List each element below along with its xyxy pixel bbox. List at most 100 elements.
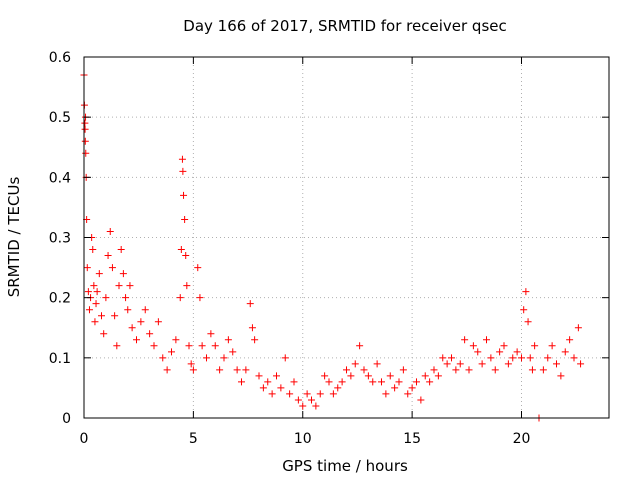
data-point xyxy=(478,360,486,368)
data-point xyxy=(106,227,114,235)
data-point xyxy=(347,372,355,380)
y-tick-label: 0.4 xyxy=(49,170,71,186)
data-point xyxy=(91,318,99,326)
data-point xyxy=(102,294,110,302)
data-point xyxy=(198,342,206,350)
data-point xyxy=(229,348,237,356)
data-point xyxy=(421,372,429,380)
data-point xyxy=(531,342,539,350)
data-point xyxy=(124,306,132,314)
data-point xyxy=(104,252,112,260)
data-point xyxy=(273,372,280,380)
data-point xyxy=(290,378,298,386)
data-point xyxy=(518,354,525,362)
data-point xyxy=(528,366,536,374)
data-point xyxy=(395,378,403,386)
data-point xyxy=(474,348,482,356)
data-point xyxy=(90,282,98,290)
data-point xyxy=(119,270,127,278)
y-tick-label: 0 xyxy=(62,411,71,427)
data-point xyxy=(469,342,477,350)
y-tick-label: 0.5 xyxy=(49,110,71,126)
data-point xyxy=(329,390,337,398)
data-point xyxy=(334,384,342,392)
data-point xyxy=(343,366,350,374)
data-point xyxy=(487,354,495,362)
data-point xyxy=(281,354,289,362)
data-point xyxy=(128,324,136,332)
data-point xyxy=(203,354,210,362)
data-point xyxy=(211,342,219,350)
data-point xyxy=(574,324,582,332)
data-point xyxy=(461,336,469,344)
data-point xyxy=(364,372,372,380)
data-point xyxy=(378,378,385,386)
data-point xyxy=(220,354,228,362)
data-point xyxy=(452,366,460,374)
data-point xyxy=(303,390,311,398)
y-tick-label: 0.6 xyxy=(49,50,71,66)
data-point xyxy=(117,246,125,254)
data-point xyxy=(404,390,412,398)
data-point xyxy=(238,378,245,386)
axis-ticks xyxy=(83,56,609,419)
data-point xyxy=(522,288,530,296)
data-point xyxy=(553,360,560,368)
y-tick-label: 0.2 xyxy=(49,291,71,307)
data-point xyxy=(417,396,425,404)
data-point xyxy=(360,366,368,374)
data-point xyxy=(93,288,101,296)
data-point xyxy=(539,366,547,374)
x-tick-label: 15 xyxy=(403,431,421,447)
data-point xyxy=(179,167,187,175)
data-point xyxy=(369,378,377,386)
data-point xyxy=(312,402,320,410)
y-tick-label: 0.3 xyxy=(49,231,71,247)
data-point xyxy=(373,360,381,368)
data-point xyxy=(408,384,416,392)
data-point xyxy=(189,366,197,374)
data-point xyxy=(180,191,188,199)
data-point xyxy=(496,348,504,356)
data-point xyxy=(183,282,191,290)
data-point xyxy=(351,360,359,368)
data-point xyxy=(483,336,490,344)
x-tick-label: 0 xyxy=(80,431,89,447)
data-point xyxy=(500,342,508,350)
chart-title: Day 166 of 2017, SRMTID for receiver qse… xyxy=(183,17,506,35)
data-point xyxy=(172,336,180,344)
data-point xyxy=(146,330,154,338)
data-point xyxy=(137,318,145,326)
data-point xyxy=(570,354,578,362)
data-point xyxy=(509,354,517,362)
data-point xyxy=(259,384,267,392)
data-point xyxy=(426,378,434,386)
data-point xyxy=(108,264,116,272)
data-point xyxy=(286,390,294,398)
data-point xyxy=(150,342,158,350)
data-point xyxy=(92,300,100,308)
data-point xyxy=(168,348,175,356)
data-point xyxy=(268,390,276,398)
x-tick-label: 5 xyxy=(189,431,198,447)
data-point xyxy=(177,246,185,254)
data-point xyxy=(443,360,451,368)
data-point xyxy=(448,354,455,362)
data-point xyxy=(89,246,97,254)
data-point xyxy=(159,354,167,362)
data-point xyxy=(391,384,399,392)
data-point xyxy=(181,215,189,223)
data-point xyxy=(154,318,162,326)
data-point xyxy=(95,270,103,278)
data-point xyxy=(524,318,532,326)
data-point xyxy=(84,288,92,296)
data-point xyxy=(163,366,171,374)
x-tick-label: 20 xyxy=(513,431,531,447)
data-point xyxy=(111,312,119,320)
data-point xyxy=(413,378,420,386)
data-point xyxy=(248,324,256,332)
data-point xyxy=(182,252,190,260)
x-tick-labels: 0 5 10 15 20 xyxy=(80,431,531,447)
